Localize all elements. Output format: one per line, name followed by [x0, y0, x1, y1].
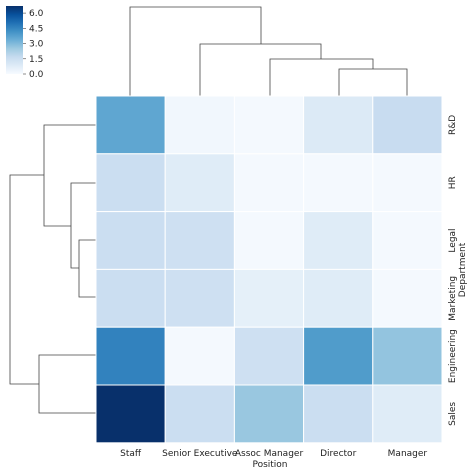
heatmap-cell-hr-director: [303, 153, 374, 213]
row-dendrogram: [9, 124, 96, 414]
heatmap-cell-legal-manager: [372, 211, 443, 270]
colorbar-tick-label: 6.0: [29, 9, 44, 19]
row-dendro-link-root: [9, 174, 44, 385]
heatmap-cell-legal-staff: [95, 211, 166, 270]
colorbar-tick-label: 3.0: [29, 40, 44, 50]
x-tick-label-assoc-manager: Assoc Manager: [235, 449, 304, 459]
heatmap-cell-marketing-manager: [372, 268, 443, 328]
heatmap-cell-marketing-director: [303, 268, 374, 328]
heatmap-cell-sales-director: [303, 384, 374, 444]
x-tick-label-director: Director: [320, 449, 356, 459]
col-dendro-link-director-manager: [338, 68, 408, 96]
heatmap-cell-hr-manager: [372, 153, 443, 213]
y-tick-label-engineering: Engineering: [448, 329, 458, 383]
heatmap-cell-legal-director: [303, 211, 374, 270]
x-axis-label: Position: [252, 460, 287, 470]
heatmap-cell-engineering-senior-executive: [164, 326, 235, 386]
heatmap-cell-engineering-manager: [372, 326, 443, 386]
heatmap-cell-marketing-senior-executive: [164, 268, 235, 328]
heatmap-cell-legal-senior-executive: [164, 211, 235, 270]
colorbar-tick-label: 4.5: [29, 24, 43, 34]
y-tick-label-marketing: Marketing: [448, 276, 458, 321]
heatmap-cell-engineering-staff: [95, 326, 166, 386]
colorbar-gradient: [6, 6, 23, 74]
y-tick-label-legal: Legal: [448, 228, 458, 252]
x-tick-label-senior-executive: Senior Executive: [162, 449, 238, 459]
heatmap-cell-marketing-staff: [95, 268, 166, 328]
heatmap-cell-r-d-assoc-manager: [233, 95, 305, 155]
heatmap-cell-hr-senior-executive: [164, 153, 235, 213]
heatmap-cells: [95, 95, 443, 444]
heatmap-cell-engineering-assoc-manager: [233, 326, 305, 386]
heatmap-cell-sales-manager: [372, 384, 443, 444]
y-tick-label-r-d: R&D: [448, 115, 458, 135]
row-dendro-link-rd-rest: [43, 124, 96, 227]
x-tick-label-staff: Staff: [120, 449, 142, 459]
heatmap-cell-sales-senior-executive: [164, 384, 235, 444]
row-dendro-link-eng-sales: [38, 354, 96, 414]
column-dendrogram: [129, 6, 408, 96]
y-tick-labels: R&D HR Legal Marketing Engineering Sales: [448, 115, 458, 426]
heatmap-cell-engineering-director: [303, 326, 374, 386]
y-tick-label-hr: HR: [448, 176, 458, 189]
colorbar-tick-label: 1.5: [29, 55, 43, 65]
x-tick-label-manager: Manager: [388, 449, 428, 459]
colorbar-ticks: 0.0 1.5 3.0 4.5 6.0: [23, 9, 44, 80]
heatmap-cell-r-d-senior-executive: [164, 95, 235, 155]
y-axis-label: Department: [458, 242, 468, 297]
heatmap-cell-marketing-assoc-manager: [233, 268, 305, 328]
heatmap-cell-r-d-director: [303, 95, 374, 155]
heatmap-cell-r-d-staff: [95, 95, 166, 155]
col-dendro-link-senior-rest: [199, 43, 322, 96]
y-tick-label-sales: Sales: [448, 402, 458, 426]
col-dendro-link-root: [129, 6, 262, 96]
heatmap-cell-r-d-manager: [372, 95, 443, 155]
colorbar-tick-label: 0.0: [29, 70, 44, 80]
heatmap-cell-hr-staff: [95, 153, 166, 213]
heatmap-cell-sales-staff: [95, 384, 166, 444]
heatmap-cell-hr-assoc-manager: [233, 153, 305, 213]
heatmap-cell-sales-assoc-manager: [233, 384, 305, 444]
heatmap-cell-legal-assoc-manager: [233, 211, 305, 270]
colorbar: 0.0 1.5 3.0 4.5 6.0: [6, 6, 44, 80]
row-dendro-link-hr-legmkt: [70, 182, 96, 269]
col-dendro-link-assoc-dirmgr: [269, 58, 374, 96]
row-dendro-link-legal-marketing: [78, 239, 96, 298]
